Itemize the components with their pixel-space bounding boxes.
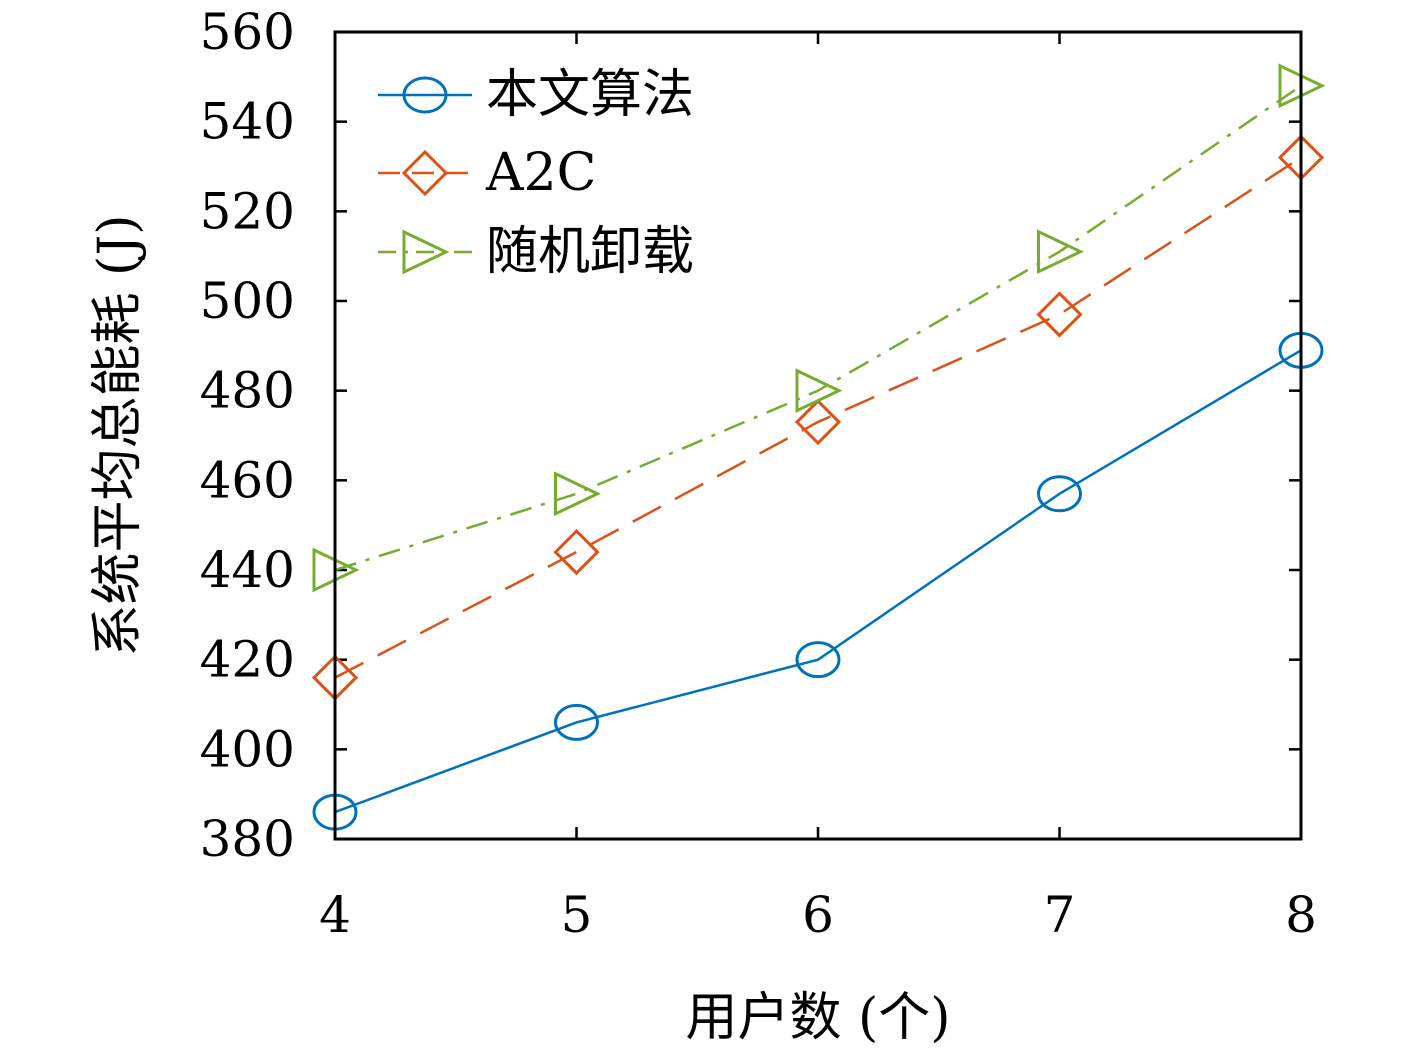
y-tick-label: 560 [200, 3, 295, 61]
data-point [795, 368, 843, 414]
y-tick-label: 500 [200, 272, 295, 330]
series-line [334, 156, 1302, 679]
data-point [554, 703, 599, 741]
legend-label: A2C [485, 143, 596, 203]
y-tick-label: 460 [200, 451, 295, 509]
data-point [553, 528, 600, 576]
x-tick-label: 7 [1044, 886, 1076, 944]
series-2 [312, 63, 1326, 593]
y-axis-title: 系统平均总能耗 (J) [88, 215, 148, 657]
legend-marker [401, 149, 449, 197]
legend-entry: A2C [378, 143, 596, 203]
x-tick-label: 4 [319, 886, 351, 944]
y-tick-label: 540 [200, 93, 295, 151]
y-axis-ticks: 380 400 420 440 460 480 500 520 540 560 [200, 3, 1301, 868]
legend-label: 随机卸载 [486, 222, 694, 282]
y-tick-label: 480 [200, 362, 295, 420]
series-1 [311, 134, 1325, 701]
legend: 本文算法 A2C 随机卸载 [378, 65, 694, 282]
data-point [795, 641, 841, 679]
data-point [1036, 291, 1083, 338]
plot-frame [333, 30, 1303, 841]
x-tick-label: 6 [802, 886, 834, 944]
x-axis-title: 用户数 (个) [685, 988, 950, 1048]
series-layer [311, 63, 1326, 831]
x-axis-ticks: 4 5 6 7 8 [319, 32, 1317, 944]
legend-marker [402, 76, 448, 114]
legend-entry: 随机卸载 [378, 222, 694, 282]
data-point [1037, 229, 1084, 275]
legend-marker [402, 229, 450, 275]
y-tick-label: 440 [200, 541, 295, 599]
legend-entry: 本文算法 [378, 65, 694, 125]
data-point [1037, 475, 1082, 513]
legend-label: 本文算法 [486, 65, 694, 125]
series-0 [312, 331, 1324, 831]
y-tick-label: 520 [200, 182, 295, 240]
data-point [554, 471, 601, 517]
x-tick-label: 8 [1285, 886, 1317, 944]
y-tick-label: 380 [200, 810, 295, 868]
series-line [334, 84, 1302, 572]
series-line [334, 349, 1302, 814]
data-point [794, 398, 842, 446]
y-tick-label: 420 [200, 631, 295, 689]
y-tick-label: 400 [200, 720, 295, 778]
x-tick-label: 5 [561, 886, 593, 944]
